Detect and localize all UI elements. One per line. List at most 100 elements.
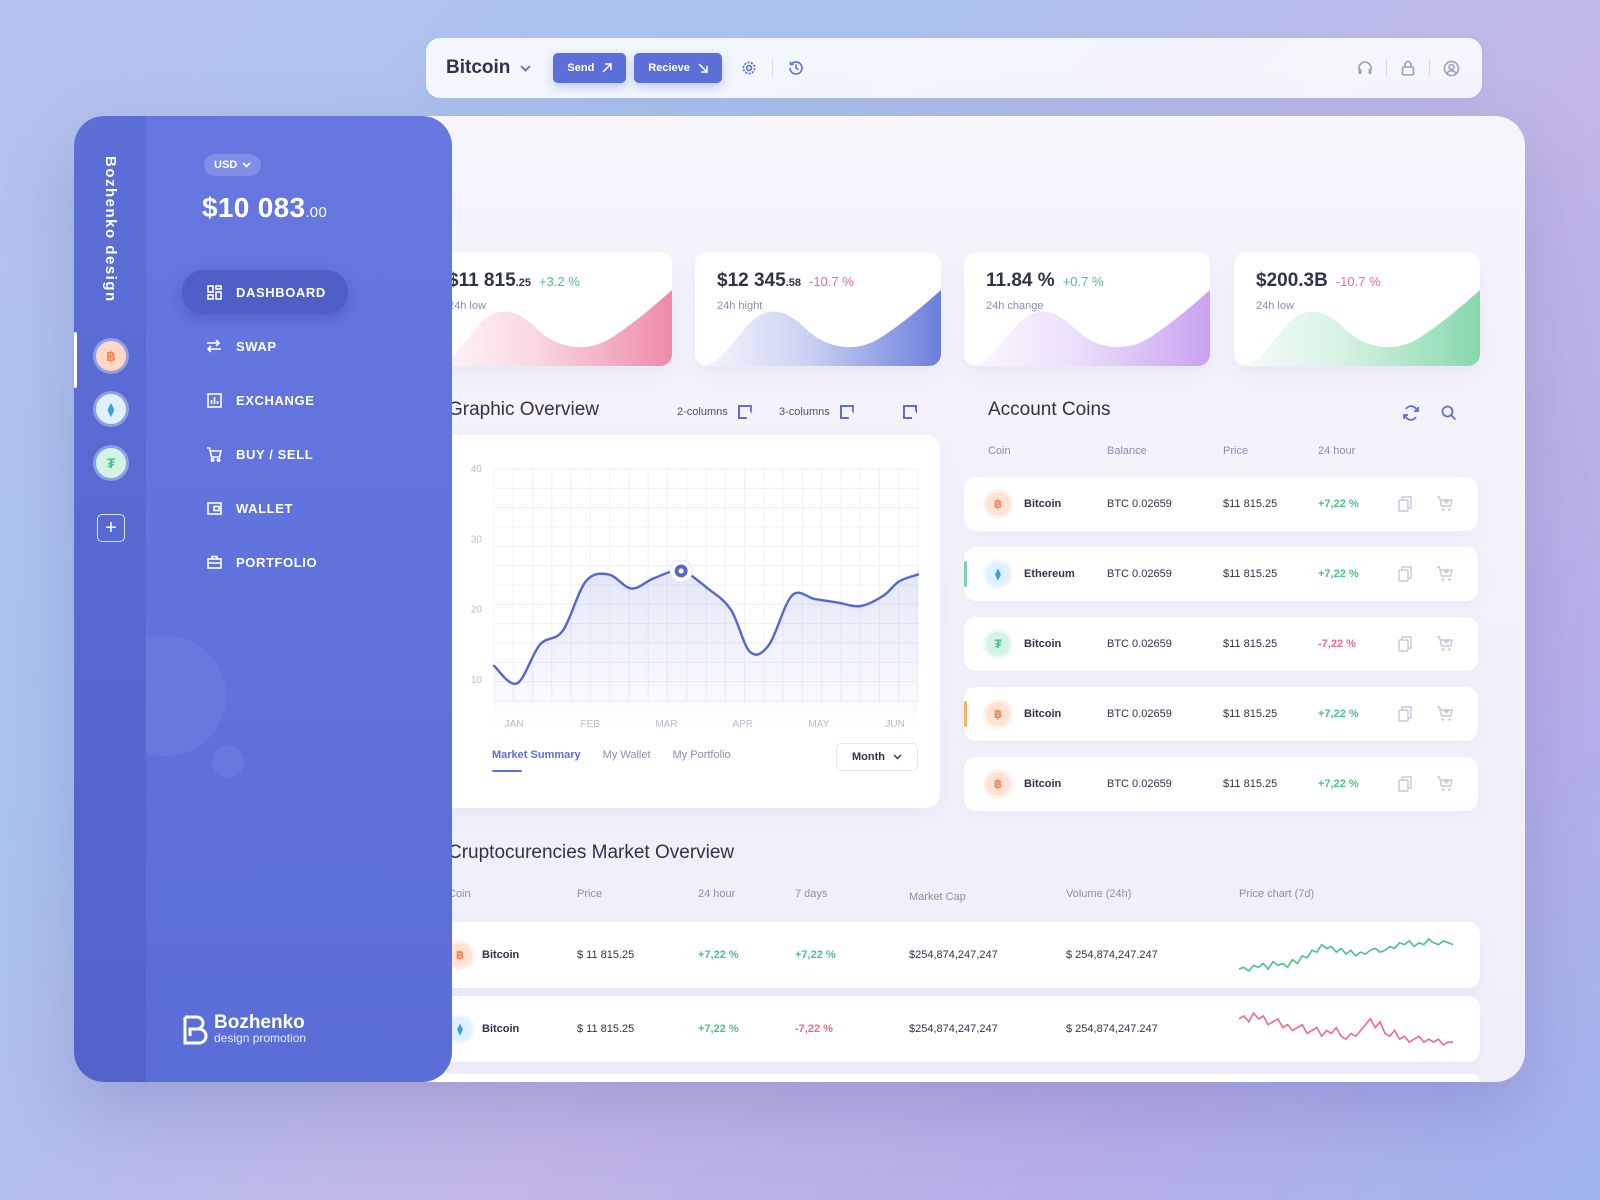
cart-icon	[206, 446, 222, 462]
column-header-balance: Balance	[1107, 445, 1147, 457]
support-headset-icon[interactable]	[1354, 57, 1376, 79]
eth-coin-icon: ⧫	[986, 562, 1010, 586]
layout-toggle-3col[interactable]: 3-columns	[779, 405, 854, 419]
cart-add-icon[interactable]	[1436, 547, 1454, 601]
cart-add-icon[interactable]	[1436, 757, 1454, 811]
search-icon[interactable]	[1438, 402, 1460, 424]
coin-price: $11 815.25	[1223, 568, 1278, 580]
refresh-icon[interactable]	[1400, 402, 1422, 424]
cart-add-icon[interactable]	[1436, 687, 1454, 741]
change-24h: +7,22 %	[698, 1023, 739, 1035]
stat-main: $11 815	[448, 270, 516, 291]
user-profile-icon[interactable]	[1440, 57, 1462, 79]
currency-label: USD	[214, 159, 238, 171]
currency-select[interactable]: USD	[204, 154, 262, 176]
tab-my-wallet[interactable]: My Wallet	[602, 749, 651, 761]
coin-price: $11 815.25	[1223, 498, 1278, 510]
stat-value: $11 815.25 +3.2 %	[448, 270, 580, 292]
send-button[interactable]: Send	[553, 53, 627, 83]
sparkline-line	[1239, 1011, 1453, 1047]
stat-change: -10.7 %	[808, 274, 854, 289]
expand-icon	[840, 405, 854, 419]
coin-change: +7,22 %	[1318, 568, 1359, 580]
y-tick-label: 10	[471, 675, 483, 686]
briefcase-icon	[206, 554, 222, 570]
coin-name: Bitcoin	[1024, 498, 1062, 510]
column-header-price: Price	[1223, 445, 1249, 457]
nav-item-portfolio[interactable]: PORTFOLIO	[182, 540, 348, 584]
nav-item-exchange[interactable]: EXCHANGE	[182, 378, 348, 422]
arrow-down-right-icon	[698, 63, 708, 73]
table-row[interactable]: ฿ Bitcoin BTC 0.02659 $11 815.25 +7,22 %	[964, 757, 1478, 811]
coin-change: +7,22 %	[1318, 708, 1359, 720]
nav-label: PORTFOLIO	[236, 554, 318, 570]
sparkline-line	[1239, 937, 1453, 973]
table-row[interactable]: ⧫ Ethereum BTC 0.02659 $11 815.25 +7,22 …	[964, 547, 1478, 601]
stat-card[interactable]: $11 815.25 +3.2 % 24h low	[426, 252, 672, 366]
stat-wave-area	[695, 290, 941, 366]
coin-select[interactable]: Bitcoin	[446, 57, 532, 79]
total-balance: $10 083.00	[202, 192, 327, 224]
copy-icon[interactable]	[1398, 757, 1412, 811]
stat-wave-chart	[695, 290, 941, 366]
eth-coin-icon[interactable]: ⧫	[96, 394, 126, 424]
brand-vertical-text: Bozhenko design	[102, 156, 119, 303]
volume-24h: $ 254,874,247.247	[1066, 1023, 1158, 1035]
receive-button[interactable]: Recieve	[634, 53, 722, 83]
add-coin-button[interactable]: +	[97, 514, 125, 542]
settings-icon[interactable]	[738, 57, 760, 79]
coin-cell: ฿	[986, 757, 1010, 811]
coin-name: Bitcoin	[1024, 708, 1062, 720]
line-chart[interactable]: 10203040JANFEBMARAPRMAYJUN	[426, 435, 940, 735]
coin-price: $11 815.25	[1223, 638, 1278, 650]
coin-change: +7,22 %	[1318, 498, 1359, 510]
copy-icon[interactable]	[1398, 477, 1412, 531]
copy-icon[interactable]	[1398, 687, 1412, 741]
period-select[interactable]: Month	[836, 743, 918, 771]
layout-toggle-2col[interactable]: 2-columns	[677, 405, 752, 419]
column-header-volume: Volume (24h)	[1066, 888, 1132, 900]
coin-cell: ⧫	[448, 996, 472, 1062]
chart-series-line	[492, 569, 920, 685]
table-row[interactable]: ฿ Bitcoin $ 11 815.25 +7,22 % +7,22 % $2…	[426, 922, 1480, 988]
nav-item-buy-sell[interactable]: BUY / SELL	[182, 432, 348, 476]
table-row[interactable]: ⧫ Bitcoin $ 11 815.25 +7,22 % -7,22 % $2…	[426, 996, 1480, 1062]
chart-highlight-center	[678, 568, 684, 574]
y-tick-label: 30	[471, 534, 483, 545]
coin-balance: BTC 0.02659	[1107, 778, 1172, 790]
usdt-coin-icon: ₮	[986, 632, 1010, 656]
lock-icon[interactable]	[1397, 57, 1419, 79]
copy-icon[interactable]	[1398, 547, 1412, 601]
cart-add-icon[interactable]	[1436, 617, 1454, 671]
history-icon[interactable]	[785, 57, 807, 79]
graphic-overview-title: Graphic Overview	[448, 399, 599, 420]
stat-value: $200.3B -10.7 %	[1256, 270, 1381, 292]
table-row[interactable]: ฿ Bitcoin BTC 0.02659 $11 815.25 +7,22 %	[964, 477, 1478, 531]
change-7d: -7,22 %	[795, 1023, 833, 1035]
tab-market-summary[interactable]: Market Summary	[492, 749, 581, 772]
chart-card: 10203040JANFEBMARAPRMAYJUN Market Summar…	[426, 435, 940, 808]
selection-marker	[964, 701, 967, 727]
fullscreen-button[interactable]	[903, 405, 917, 419]
balance-cents: .00	[305, 204, 328, 221]
tab-my-portfolio[interactable]: My Portfolio	[672, 749, 731, 761]
nav-item-wallet[interactable]: WALLET	[182, 486, 348, 530]
cart-add-icon[interactable]	[1436, 477, 1454, 531]
coin-balance: BTC 0.02659	[1107, 498, 1172, 510]
nav-item-dashboard[interactable]: DASHBOARD	[182, 270, 348, 314]
active-indicator	[74, 332, 77, 388]
btc-coin-icon[interactable]: ฿	[96, 341, 126, 371]
nav-item-swap[interactable]: SWAP	[182, 324, 348, 368]
stat-cents: .58	[785, 277, 801, 289]
stat-card[interactable]: $12 345.58 -10.7 % 24h hight	[695, 252, 941, 366]
usdt-coin-icon[interactable]: ₮	[96, 448, 126, 478]
stat-card[interactable]: $200.3B -10.7 % 24h low	[1234, 252, 1480, 366]
layout-label: 2-columns	[677, 406, 728, 418]
table-row[interactable]: ฿ Bitcoin BTC 0.02659 $11 815.25 +7,22 %	[964, 687, 1478, 741]
stat-label: 24h hight	[717, 300, 763, 312]
chevron-down-icon	[893, 754, 902, 760]
stat-label: 24h low	[1256, 300, 1294, 312]
stat-card[interactable]: 11.84 % +0.7 % 24h change	[964, 252, 1210, 366]
table-row[interactable]: ₮ Bitcoin BTC 0.02659 $11 815.25 -7,22 %	[964, 617, 1478, 671]
copy-icon[interactable]	[1398, 617, 1412, 671]
